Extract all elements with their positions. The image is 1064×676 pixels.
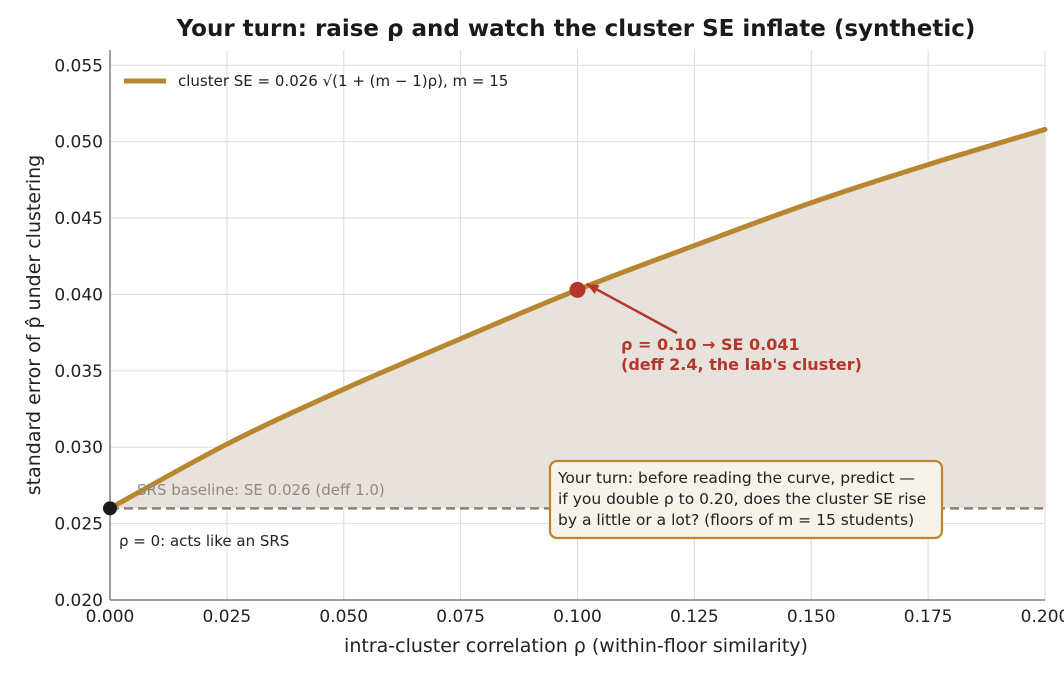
x-tick-label: 0.025 <box>203 607 252 627</box>
callout-box: Your turn: before reading the curve, pre… <box>548 459 944 540</box>
legend-label: cluster SE = 0.026 √(1 + (m − 1)ρ), m = … <box>178 72 508 90</box>
y-axis-label: standard error of p̂ under clustering <box>23 155 45 496</box>
y-tick-label: 0.020 <box>54 591 103 611</box>
callout-line-1: Your turn: before reading the curve, pre… <box>557 469 915 487</box>
highlight-label-line1: ρ = 0.10 → SE 0.041 <box>621 335 800 354</box>
callout-line-3: by a little or a lot? (floors of m = 15 … <box>558 511 914 529</box>
annotation-arrow <box>585 282 678 335</box>
x-tick-label: 0.000 <box>86 607 135 627</box>
x-tick-label: 0.150 <box>787 607 836 627</box>
y-tick-label: 0.050 <box>54 133 103 153</box>
y-tick-labels: 0.020 0.025 0.030 0.035 0.040 0.045 0.050 0.055 <box>54 56 103 611</box>
x-tick-label: 0.075 <box>436 607 485 627</box>
chart-title: Your turn: raise ρ and watch the cluster… <box>176 16 976 42</box>
x-tick-label: 0.100 <box>553 607 602 627</box>
callout-line-2: if you double ρ to 0.20, does the cluste… <box>558 490 926 508</box>
origin-label: ρ = 0: acts like an SRS <box>119 532 289 550</box>
y-tick-label: 0.035 <box>54 362 103 382</box>
y-tick-label: 0.055 <box>54 56 103 76</box>
highlight-point <box>569 281 586 298</box>
y-tick-label: 0.045 <box>54 209 103 229</box>
annotation-arrow-head <box>586 283 600 294</box>
x-tick-label: 0.050 <box>319 607 368 627</box>
origin-point <box>103 501 117 516</box>
legend: cluster SE = 0.026 √(1 + (m − 1)ρ), m = … <box>124 72 508 90</box>
x-tick-label: 0.200 <box>1021 607 1064 627</box>
y-tick-label: 0.040 <box>54 285 103 305</box>
x-tick-labels: 0.000 0.025 0.050 0.075 0.100 0.125 0.150 0.175… <box>86 607 1064 627</box>
callout-border <box>548 459 944 540</box>
y-tick-label: 0.030 <box>54 438 103 458</box>
y-tick-label: 0.025 <box>54 515 103 535</box>
area-under-curve <box>110 129 1045 509</box>
x-axis-label: intra-cluster correlation ρ (within-floo… <box>344 635 808 657</box>
x-tick-label: 0.175 <box>904 607 953 627</box>
highlight-label-line2: (deff 2.4, the lab's cluster) <box>621 355 862 374</box>
baseline-label: SRS baseline: SE 0.026 (deff 1.0) <box>137 481 385 499</box>
x-tick-label: 0.125 <box>670 607 719 627</box>
